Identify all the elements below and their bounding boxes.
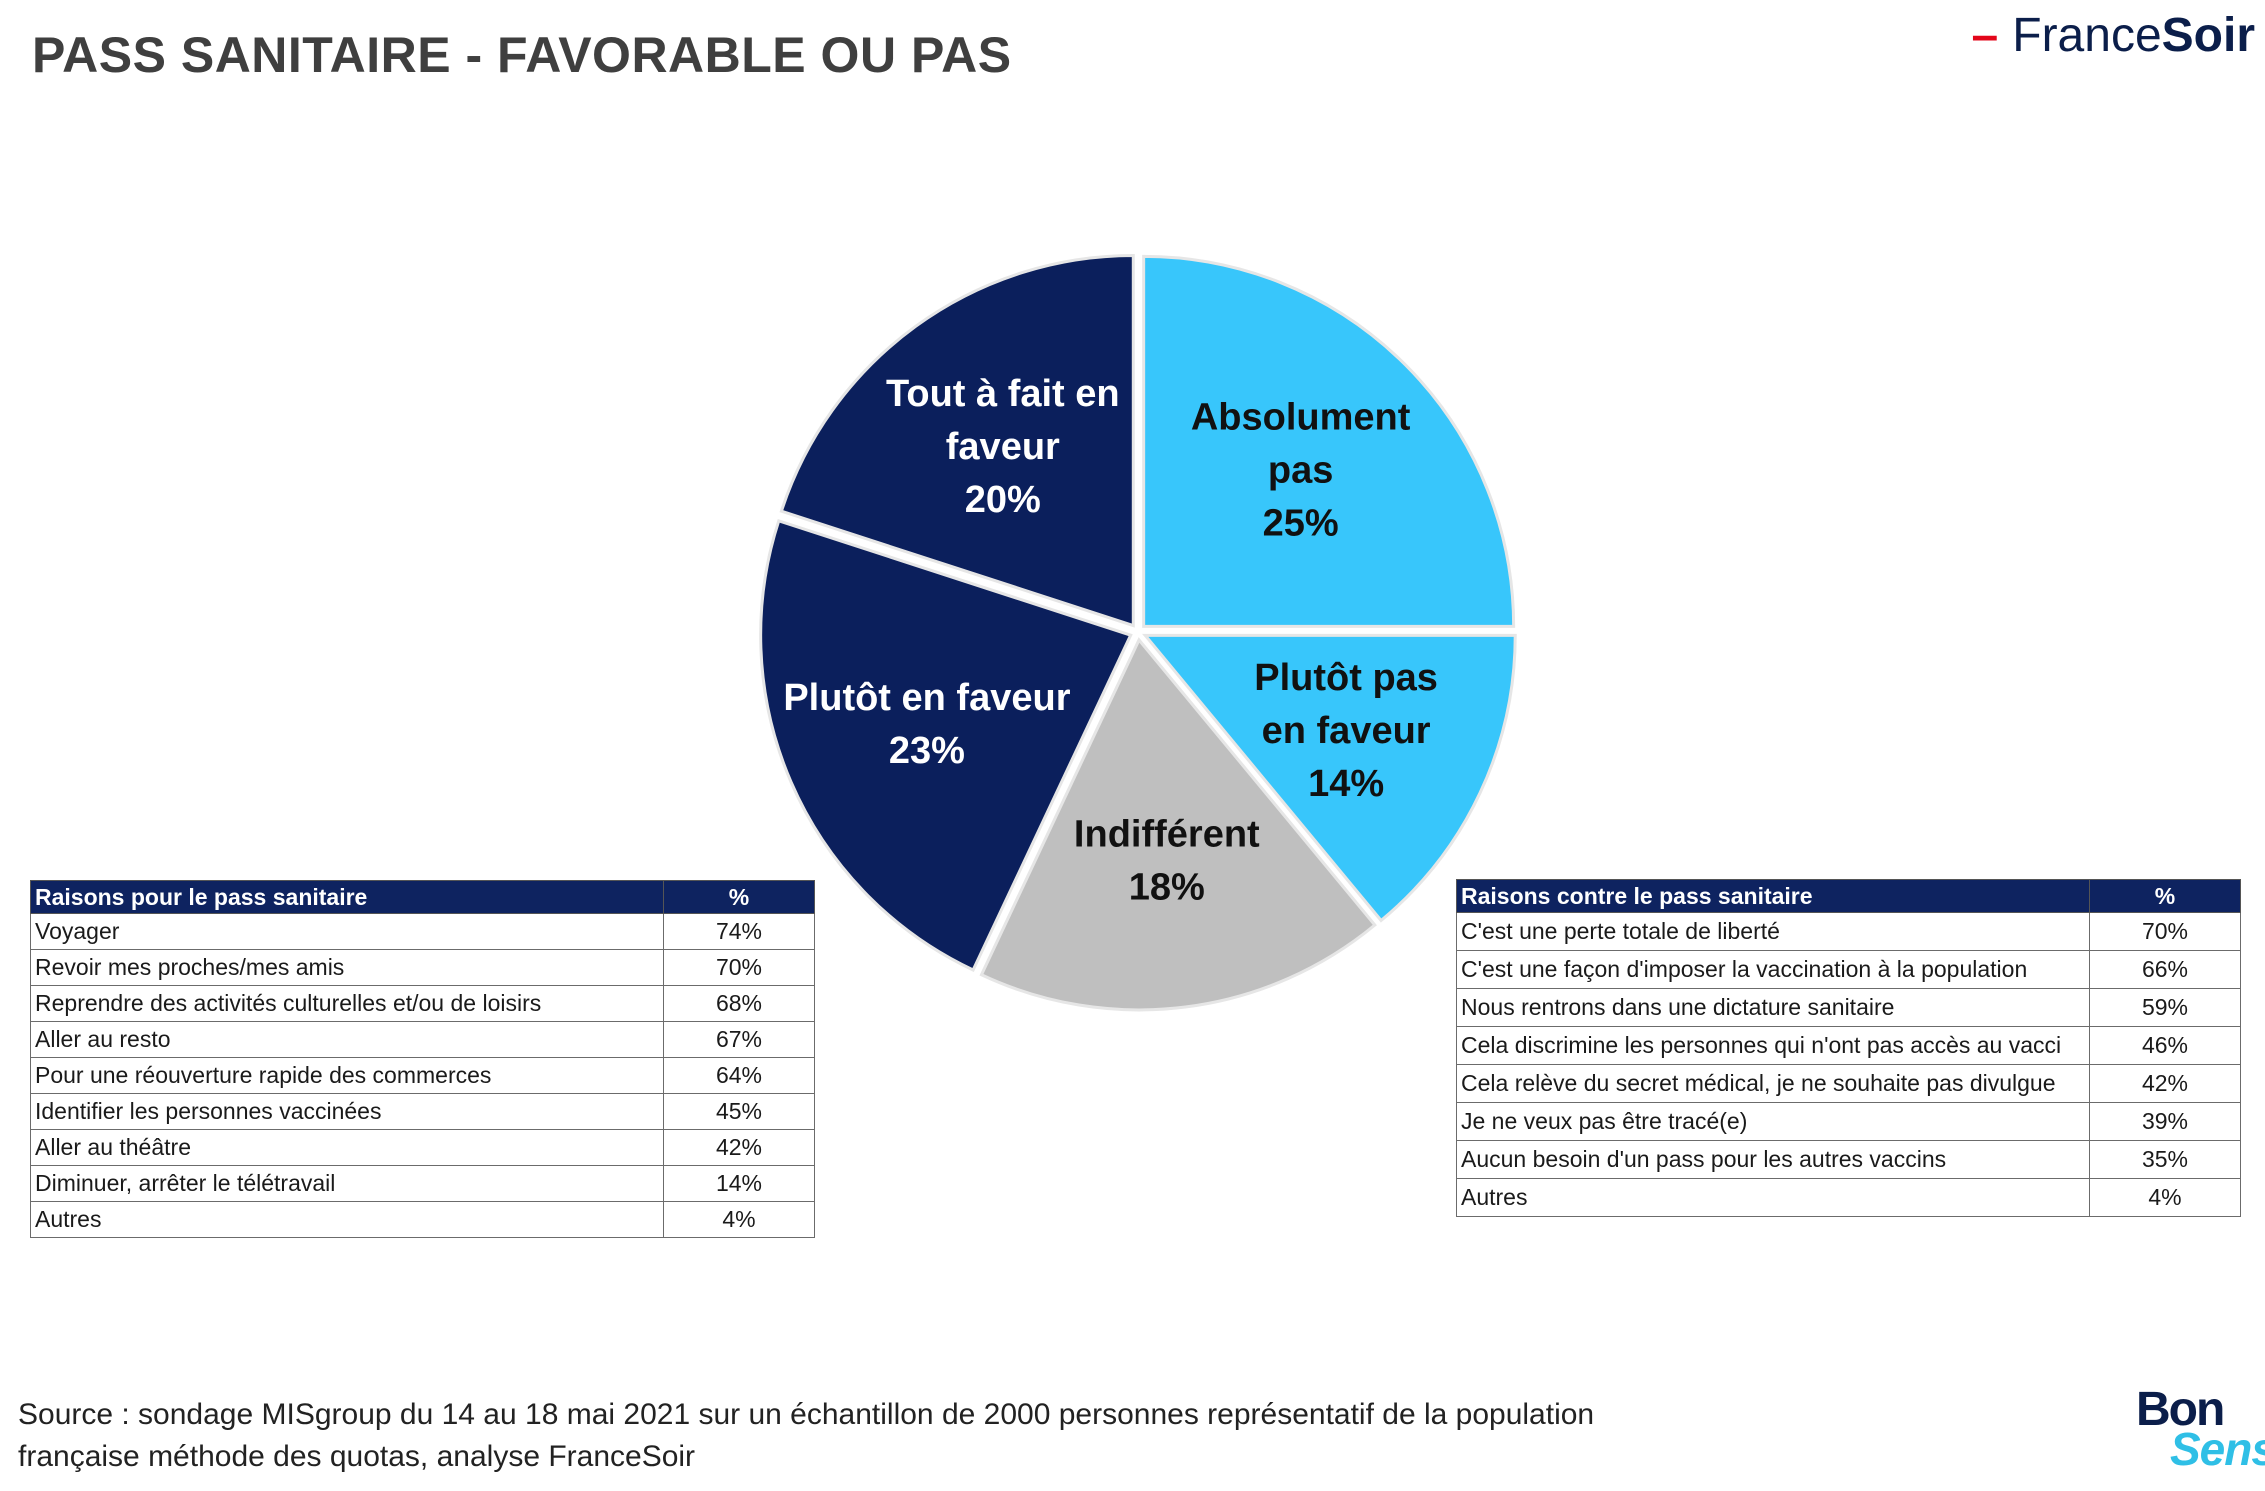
- table-header-row: Raisons pour le pass sanitaire %: [30, 880, 815, 914]
- row-pct: 67%: [663, 1021, 815, 1058]
- source-line-1: Source : sondage MISgroup du 14 au 18 ma…: [18, 1398, 1595, 1431]
- row-label: Cela relève du secret médical, je ne sou…: [1456, 1064, 2090, 1103]
- row-label: Revoir mes proches/mes amis: [30, 949, 664, 986]
- table-row: C'est une perte totale de liberté 70%: [1456, 912, 2241, 951]
- row-label: Voyager: [30, 913, 664, 950]
- row-label: Autres: [30, 1201, 664, 1238]
- pie-slice-label: Plutôt en faveur 23%: [783, 677, 1070, 772]
- row-pct: 74%: [663, 913, 815, 950]
- table-row: Cela discrimine les personnes qui n'ont …: [1456, 1026, 2241, 1065]
- row-label: Identifier les personnes vaccinées: [30, 1093, 664, 1130]
- row-pct: 4%: [2089, 1178, 2241, 1217]
- table-row: Voyager 74%: [30, 913, 815, 950]
- row-pct: 39%: [2089, 1102, 2241, 1141]
- pie-slice-label: Indifférent 18%: [1074, 814, 1260, 909]
- row-label: Reprendre des activités culturelles et/o…: [30, 985, 664, 1022]
- row-pct: 70%: [663, 949, 815, 986]
- table-header-label: Raisons pour le pass sanitaire: [30, 880, 664, 914]
- table-row: Je ne veux pas être tracé(e) 39%: [1456, 1102, 2241, 1141]
- pie-slice: [1142, 254, 1516, 628]
- table-row: Autres 4%: [1456, 1178, 2241, 1217]
- table-row: Autres 4%: [30, 1201, 815, 1238]
- table-row: Identifier les personnes vaccinées 45%: [30, 1093, 815, 1130]
- row-label: C'est une façon d'imposer la vaccination…: [1456, 950, 2090, 989]
- table-row: Diminuer, arrêter le télétravail 14%: [30, 1165, 815, 1202]
- table-row: Cela relève du secret médical, je ne sou…: [1456, 1064, 2241, 1103]
- row-pct: 64%: [663, 1057, 815, 1094]
- source-note: Source : sondage MISgroup du 14 au 18 ma…: [18, 1394, 1718, 1478]
- row-pct: 4%: [663, 1201, 815, 1238]
- pie-slice: [759, 518, 1133, 972]
- table-header-pct: %: [2089, 879, 2241, 913]
- table-row: Nous rentrons dans une dictature sanitai…: [1456, 988, 2241, 1027]
- pie-slice-label: Plutôt pas en faveur 14%: [1254, 657, 1438, 805]
- row-pct: 14%: [663, 1165, 815, 1202]
- row-label: C'est une perte totale de liberté: [1456, 912, 2090, 951]
- table-row: Revoir mes proches/mes amis 70%: [30, 949, 815, 986]
- logo-text-bon: Bon: [2136, 1383, 2225, 1436]
- pie-slice-label: Absolument pas 25%: [1191, 396, 1411, 544]
- row-label: Je ne veux pas être tracé(e): [1456, 1102, 2090, 1141]
- logo-text-france: France: [2012, 9, 2162, 62]
- table-header-label: Raisons contre le pass sanitaire: [1456, 879, 2090, 913]
- row-pct: 42%: [663, 1129, 815, 1166]
- table-reasons-against: Raisons contre le pass sanitaire % C'est…: [1456, 879, 2241, 1217]
- row-label: Aucun besoin d'un pass pour les autres v…: [1456, 1140, 2090, 1179]
- row-pct: 68%: [663, 985, 815, 1022]
- francesoir-logo: – FranceSoir: [1972, 8, 2255, 63]
- row-label: Nous rentrons dans une dictature sanitai…: [1456, 988, 2090, 1027]
- row-label: Autres: [1456, 1178, 2090, 1217]
- source-line-2: française méthode des quotas, analyse Fr…: [18, 1440, 696, 1473]
- row-pct: 35%: [2089, 1140, 2241, 1179]
- table-row: C'est une façon d'imposer la vaccination…: [1456, 950, 2241, 989]
- row-pct: 70%: [2089, 912, 2241, 951]
- pie-slice: [979, 637, 1377, 1012]
- page-title: PASS SANITAIRE - FAVORABLE OU PAS: [32, 27, 1012, 83]
- pie-slice: [1142, 633, 1517, 923]
- bonsens-logo: Bon Sens: [2136, 1382, 2265, 1482]
- table-row: Aller au théâtre 42%: [30, 1129, 815, 1166]
- logo-dash-icon: –: [1971, 9, 1999, 62]
- logo-text-sens: Sens: [2170, 1423, 2265, 1475]
- row-label: Aller au théâtre: [30, 1129, 664, 1166]
- table-row: Reprendre des activités culturelles et/o…: [30, 985, 815, 1022]
- row-pct: 42%: [2089, 1064, 2241, 1103]
- row-label: Diminuer, arrêter le télétravail: [30, 1165, 664, 1202]
- row-pct: 59%: [2089, 988, 2241, 1027]
- row-label: Cela discrimine les personnes qui n'ont …: [1456, 1026, 2090, 1065]
- table-header-row: Raisons contre le pass sanitaire %: [1456, 879, 2241, 913]
- pie-slice: [779, 254, 1135, 628]
- row-label: Pour une réouverture rapide des commerce…: [30, 1057, 664, 1094]
- table-reasons-for: Raisons pour le pass sanitaire % Voyager…: [30, 880, 815, 1238]
- table-row: Aller au resto 67%: [30, 1021, 815, 1058]
- row-label: Aller au resto: [30, 1021, 664, 1058]
- table-row: Pour une réouverture rapide des commerce…: [30, 1057, 815, 1094]
- table-header-pct: %: [663, 880, 815, 914]
- table-row: Aucun besoin d'un pass pour les autres v…: [1456, 1140, 2241, 1179]
- row-pct: 45%: [663, 1093, 815, 1130]
- pie-slice-label: Tout à fait en faveur 20%: [886, 373, 1120, 521]
- row-pct: 46%: [2089, 1026, 2241, 1065]
- row-pct: 66%: [2089, 950, 2241, 989]
- logo-text-soir: Soir: [2161, 9, 2255, 62]
